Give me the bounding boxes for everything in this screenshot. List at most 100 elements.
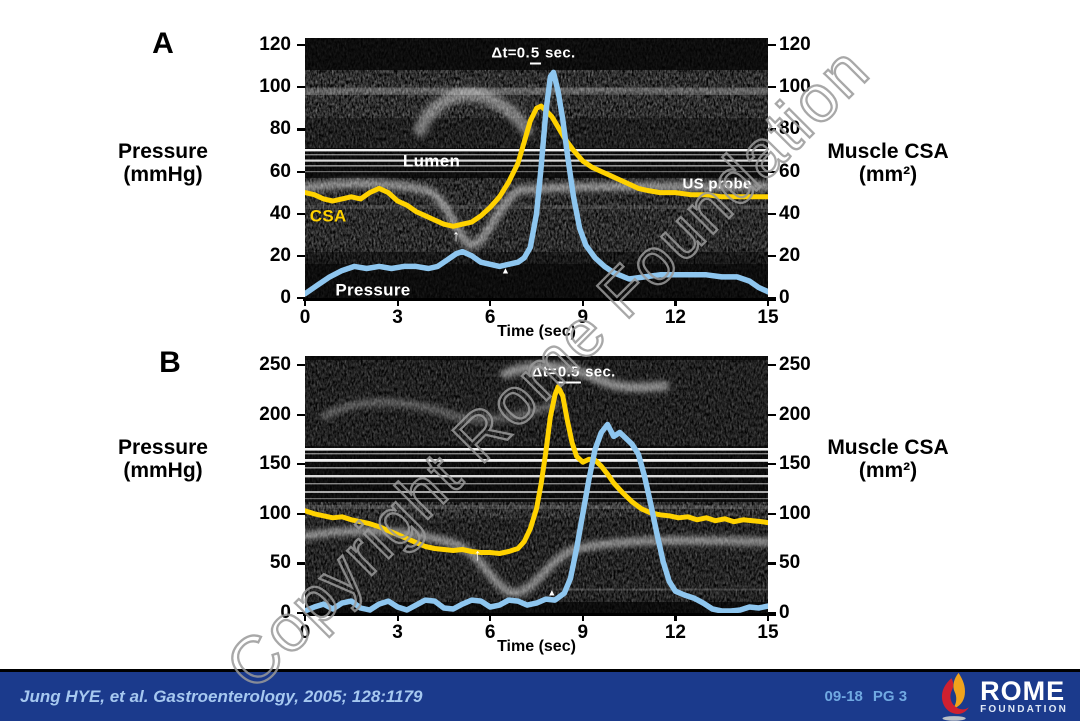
x-tick-mark (489, 298, 492, 306)
y-tick-label: 0 (779, 287, 790, 308)
y-tick-mark (297, 463, 305, 466)
y-tick-label: 60 (779, 160, 801, 182)
y-tick-mark (297, 413, 305, 416)
x-tick-label: 15 (757, 622, 779, 643)
y-tick-mark (297, 254, 305, 258)
x-tick-label: 6 (484, 622, 496, 643)
logo-name: ROME (980, 675, 1066, 706)
pressure-axis-title-line2: (mmHg) (123, 459, 203, 482)
pressure-label: Pressure (335, 280, 411, 298)
x-axis-line (303, 298, 776, 301)
pressure-axis-title-line2: (mmHg) (123, 163, 203, 186)
y-tick-mark (297, 128, 305, 131)
footer-bar: Jung HYE, et al. Gastroenterology, 2005;… (0, 669, 1080, 721)
y-tick-label: 0 (779, 602, 790, 623)
dt-label: Δt=0.5 sec. (531, 363, 615, 384)
x-tick-mark (304, 298, 307, 306)
y-tick-mark (297, 297, 305, 300)
onset-marker: ▲ (547, 587, 557, 598)
panel-a-ultrasound-chart: Δt=0.5 sec. Lumen US probe CSA Pressure ↑ ▲ (305, 38, 768, 298)
x-tick-label: 12 (664, 307, 686, 328)
x-tick-mark (674, 298, 677, 306)
x-axis-line (303, 613, 776, 616)
y-tick-mark (768, 612, 776, 615)
y-tick-label: 150 (259, 453, 291, 475)
y-tick-label: 120 (259, 34, 291, 55)
onset-marker: ▲ (501, 265, 511, 276)
y-tick-label: 250 (259, 354, 291, 375)
x-tick-label: 3 (392, 307, 403, 328)
contraction-arrow: ↑ (473, 547, 482, 565)
x-tick-label: 3 (392, 622, 403, 643)
us-probe-label: US probe (682, 175, 752, 193)
panel-a-right-axis-title: Muscle CSA (mm²) (803, 140, 973, 186)
x-tick-mark (581, 298, 584, 306)
y-tick-mark (768, 512, 776, 515)
panel-b-x-axis-label: Time (sec) (497, 638, 576, 655)
csa-axis-title-line1: Muscle CSA (827, 140, 949, 163)
pressure-axis-title-line1: Pressure (118, 436, 208, 459)
y-tick-mark (768, 128, 776, 131)
panel-b-overlays: Δt=0.5 sec. ↑ ▲ (305, 356, 768, 613)
x-tick-label: 9 (577, 622, 589, 643)
y-tick-label: 250 (779, 354, 811, 375)
y-tick-mark (297, 86, 305, 89)
x-tick-label: 15 (757, 307, 779, 328)
panel-b-csa-curve (305, 384, 768, 556)
y-tick-label: 150 (779, 453, 811, 475)
y-tick-mark (768, 562, 776, 565)
y-tick-mark (297, 364, 305, 367)
x-tick-mark (674, 613, 677, 621)
x-tick-mark (396, 613, 399, 621)
y-tick-label: 100 (779, 502, 811, 524)
logo-subtitle: FOUNDATION (980, 703, 1068, 715)
deck-code: 09-18 (824, 688, 863, 705)
y-tick-label: 40 (269, 202, 291, 224)
y-tick-mark (297, 212, 305, 215)
x-tick-mark (767, 613, 770, 621)
x-tick-label: 12 (664, 622, 686, 643)
y-tick-mark (768, 212, 776, 215)
panel-b-letter: B (159, 346, 181, 379)
panel-b-plot-canvas (305, 356, 768, 613)
y-tick-mark (768, 364, 776, 367)
y-tick-label: 100 (779, 76, 811, 98)
csa-axis-title-line1: Muscle CSA (827, 436, 949, 459)
lumen-label: Lumen (402, 151, 461, 171)
x-tick-mark (767, 298, 770, 306)
page-number: PG 3 (872, 688, 908, 705)
y-tick-mark (768, 297, 776, 300)
panel-b-ultrasound-chart: Δt=0.5 sec. ↑ ▲ (305, 356, 768, 613)
panel-a-csa-curve (305, 103, 768, 229)
y-tick-mark (768, 254, 776, 258)
panel-b-pressure-curve (305, 421, 768, 613)
csa-axis-title-line2: (mm²) (858, 163, 918, 186)
y-tick-label: 200 (779, 403, 811, 425)
x-tick-mark (581, 613, 584, 621)
panel-a-letter: A (152, 27, 174, 60)
y-tick-label: 100 (259, 76, 291, 98)
pressure-axis-title-line1: Pressure (118, 140, 208, 163)
y-tick-label: 0 (280, 287, 291, 308)
x-tick-mark (304, 613, 307, 621)
y-tick-label: 50 (269, 552, 291, 574)
panel-b-right-axis-title: Muscle CSA (mm²) (803, 436, 973, 482)
y-tick-mark (297, 44, 305, 47)
csa-axis-title-line2: (mm²) (858, 459, 918, 482)
dt-label: Δt=0.5 sec. (491, 44, 575, 65)
y-tick-label: 80 (269, 118, 291, 140)
y-tick-mark (297, 170, 305, 173)
y-tick-label: 60 (269, 160, 291, 182)
y-tick-label: 120 (779, 34, 811, 55)
x-tick-mark (396, 298, 399, 306)
y-tick-label: 40 (779, 202, 801, 224)
page-meta: 09-18 PG 3 (825, 688, 908, 705)
y-tick-mark (768, 413, 776, 416)
y-tick-label: 50 (779, 552, 801, 574)
y-tick-mark (768, 170, 776, 173)
panel-b-left-axis-title: Pressure (mmHg) (78, 436, 248, 482)
panel-a-left-axis-title: Pressure (mmHg) (78, 140, 248, 186)
y-tick-label: 20 (779, 244, 801, 266)
